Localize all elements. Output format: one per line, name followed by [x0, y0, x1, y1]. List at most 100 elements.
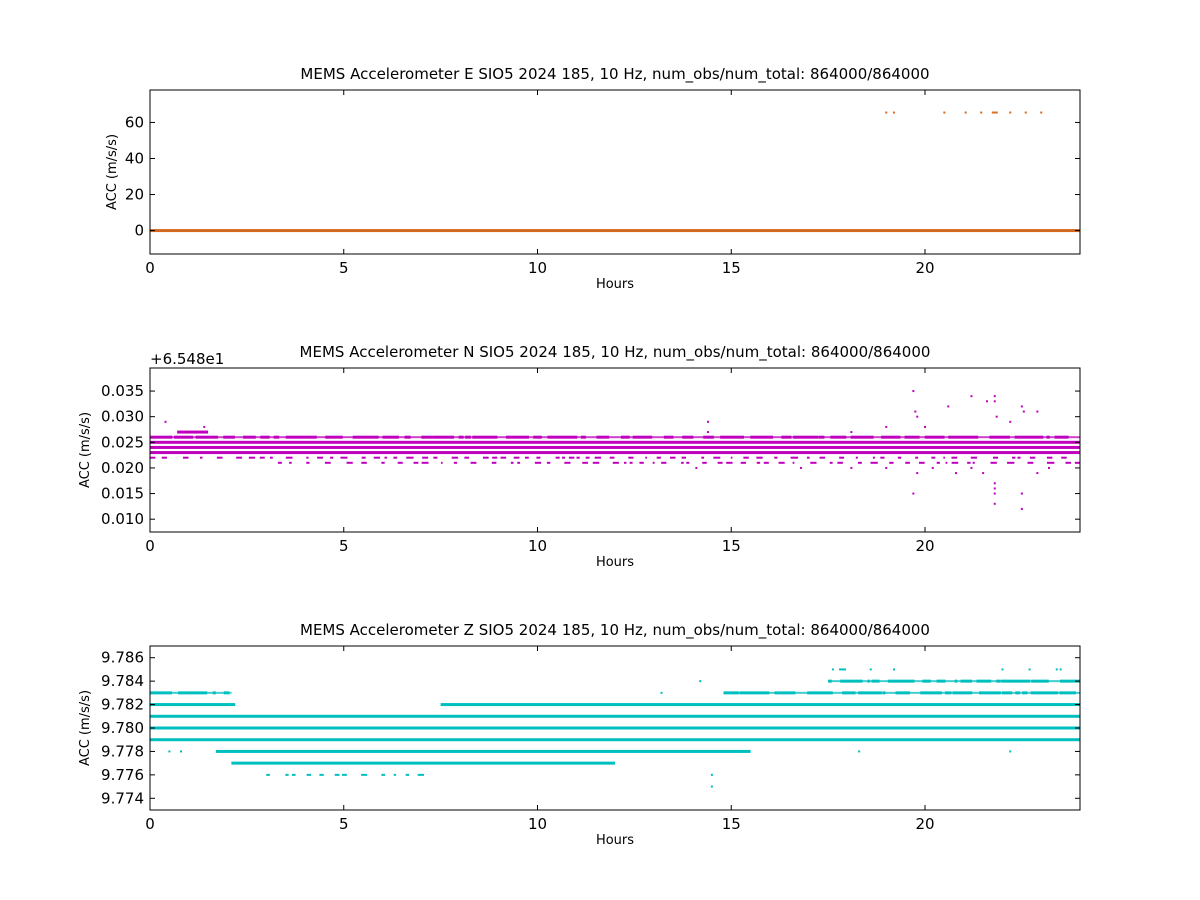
band-segment [260, 435, 270, 439]
band-dot [756, 461, 761, 464]
data-point [970, 466, 973, 469]
band-segment [948, 435, 979, 439]
band-segment [887, 679, 915, 683]
data-point [710, 785, 713, 788]
band-segment [842, 691, 856, 695]
data-band [231, 761, 615, 765]
band-segment [924, 435, 945, 439]
y-tick-label: 9.782 [101, 696, 144, 714]
band-line [177, 430, 209, 434]
axes-frame [149, 367, 1081, 533]
band-dot [756, 456, 763, 459]
data-band [150, 440, 1080, 444]
band-segment [781, 435, 792, 439]
band-dot [1074, 461, 1080, 464]
y-tick-label: 0.030 [101, 408, 144, 426]
band-dot [393, 773, 397, 776]
data-point [955, 472, 957, 475]
band-dot [306, 773, 312, 776]
data-point [858, 750, 861, 753]
y-tick-label: 0.010 [101, 510, 144, 528]
data-point [1024, 111, 1027, 114]
band-dot [609, 456, 615, 459]
band-dot [500, 456, 507, 459]
data-point [914, 410, 917, 413]
band-line [150, 738, 1080, 742]
data-point [964, 111, 967, 114]
band-segment [458, 435, 464, 439]
band-segment [1001, 691, 1013, 695]
band-dot [945, 461, 948, 464]
band-segment [285, 435, 317, 439]
band-dot [832, 668, 834, 671]
band-dot [346, 461, 353, 464]
band-dot [433, 456, 438, 459]
data-point [916, 472, 919, 475]
band-line [150, 440, 1080, 444]
band-dot [889, 461, 894, 464]
y-tick-label: 60 [125, 113, 144, 131]
y-offset-text: +6.548e1 [150, 350, 224, 368]
band-dot [990, 461, 997, 464]
band-dot [870, 461, 878, 464]
band-segment [580, 435, 586, 439]
data-band [150, 691, 232, 695]
band-dot [645, 456, 647, 459]
band-dot [585, 456, 590, 459]
band-dot [970, 456, 978, 459]
band-dot [330, 456, 334, 459]
band-dot [943, 456, 945, 459]
band-dot [1029, 456, 1036, 459]
band-dot [150, 456, 156, 459]
data-point [931, 466, 934, 469]
band-dot [306, 461, 310, 464]
band-dot [216, 456, 223, 459]
band-segment [273, 435, 280, 439]
band-dot [951, 456, 958, 459]
chart-title: MEMS Accelerometer Z SIO5 2024 185, 10 H… [300, 621, 930, 640]
x-tick-label: 10 [528, 815, 547, 833]
band-segment [871, 679, 880, 683]
band-dot [936, 461, 940, 464]
data-point [993, 400, 996, 403]
band-dot [629, 461, 633, 464]
plot-area-2 [150, 668, 1080, 788]
band-segment [547, 435, 578, 439]
band-dot [341, 773, 347, 776]
x-tick-label: 0 [145, 815, 155, 833]
band-segment [177, 691, 208, 695]
band-segment [1059, 691, 1076, 695]
band-segment [150, 435, 173, 439]
band-dot [806, 456, 810, 459]
band-dot [686, 461, 690, 464]
band-segment [850, 435, 874, 439]
band-segment [867, 679, 870, 683]
data-band [150, 703, 236, 707]
data-point [707, 431, 709, 434]
band-dot [259, 456, 265, 459]
band-line [150, 229, 1080, 233]
band-dot [774, 456, 778, 459]
band-dot [291, 773, 296, 776]
data-point [993, 487, 996, 490]
data-point [180, 750, 182, 753]
data-band [150, 435, 1080, 439]
band-segment [1031, 679, 1049, 683]
band-dot [285, 456, 293, 459]
data-point [912, 492, 915, 495]
band-dot [513, 456, 520, 459]
band-dot [628, 456, 634, 459]
band-dot [199, 456, 203, 459]
band-dot [897, 456, 902, 459]
band-dot [453, 461, 458, 464]
band-dot [810, 461, 817, 464]
y-tick-label: 0.015 [101, 485, 144, 503]
band-segment [325, 435, 343, 439]
band-dot [161, 456, 167, 459]
band-segment [620, 435, 630, 439]
band-segment [739, 691, 770, 695]
band-dot [1046, 456, 1053, 459]
data-band [150, 738, 1080, 742]
band-dot [417, 773, 425, 776]
band-line [150, 703, 236, 707]
